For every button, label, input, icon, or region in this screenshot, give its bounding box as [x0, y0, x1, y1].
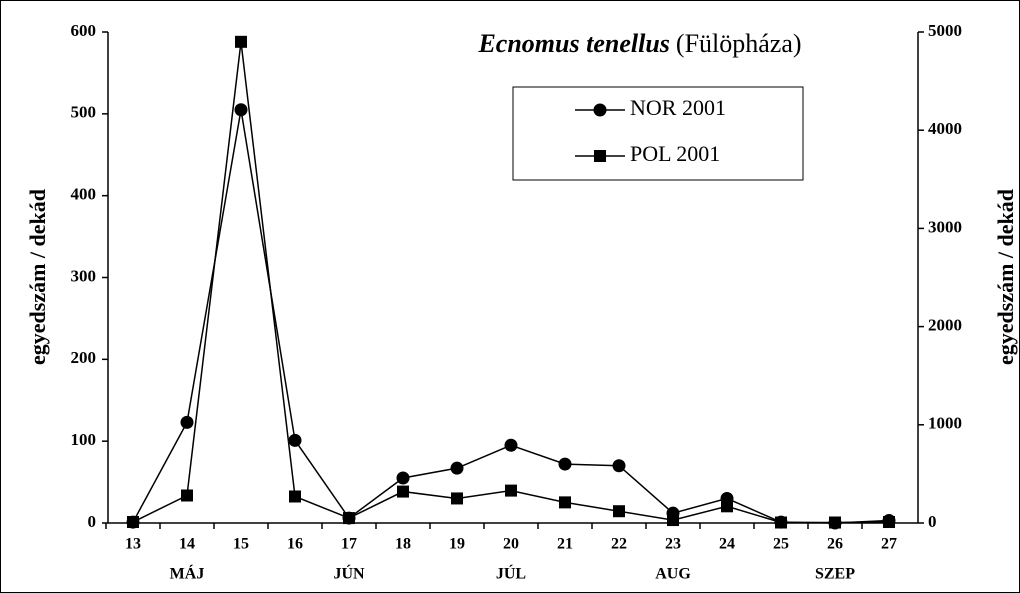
- data-point: [235, 35, 247, 48]
- data-point: [396, 471, 410, 485]
- data-point: [667, 514, 679, 527]
- y-tick-label: 0: [88, 512, 97, 531]
- legend-marker: [594, 150, 606, 162]
- chart-subtitle: (Fülöpháza): [676, 29, 802, 58]
- y2-tick-label: 4000: [928, 119, 962, 138]
- data-point: [127, 516, 139, 529]
- y-tick-label: 400: [71, 185, 97, 204]
- data-point: [343, 512, 355, 525]
- x-tick-label: 20: [503, 536, 519, 553]
- data-point: [612, 459, 626, 473]
- x-tick-label: 18: [395, 536, 411, 553]
- data-point: [829, 516, 841, 529]
- data-point: [397, 485, 409, 498]
- x-tick-label: 15: [233, 536, 249, 553]
- chart-title-group: Ecnomus tenellus (Fülöpháza): [477, 29, 801, 58]
- month-label: SZEP: [815, 566, 855, 583]
- data-point: [883, 516, 895, 529]
- x-tick-label: 22: [611, 536, 627, 553]
- data-point: [181, 489, 193, 502]
- data-point: [558, 457, 572, 471]
- data-point: [234, 103, 248, 117]
- y2-tick-label: 2000: [928, 316, 962, 335]
- x-tick-label: 27: [881, 536, 897, 553]
- y-tick-label: 600: [71, 21, 97, 40]
- data-point: [721, 500, 733, 513]
- legend-label: POL 2001: [630, 141, 720, 166]
- x-tick-label: 23: [665, 536, 681, 553]
- data-point: [180, 415, 194, 429]
- month-label: JÚL: [496, 564, 526, 583]
- month-label: MÁJ: [170, 564, 205, 583]
- data-point: [613, 505, 625, 518]
- data-point: [451, 492, 463, 505]
- data-point: [775, 516, 787, 529]
- legend-box: [512, 86, 804, 181]
- data-point: [559, 496, 571, 509]
- y2-tick-label: 5000: [928, 21, 962, 40]
- y-tick-label: 300: [71, 266, 97, 285]
- month-label: JÚN: [333, 564, 365, 583]
- legend-label: NOR 2001: [630, 95, 726, 120]
- y2-tick-label: 3000: [928, 217, 962, 236]
- x-tick-label: 24: [719, 536, 735, 553]
- y2-axis-label: egyedszám / dekád: [993, 189, 1018, 365]
- x-tick-label: 19: [449, 536, 465, 553]
- x-tick-label: 14: [179, 536, 195, 553]
- data-point: [288, 433, 302, 447]
- y-tick-label: 500: [71, 103, 97, 122]
- y2-tick-label: 0: [928, 512, 937, 531]
- x-tick-label: 13: [125, 536, 141, 553]
- legend-marker: [593, 103, 607, 117]
- x-tick-label: 25: [773, 536, 789, 553]
- x-tick-label: 16: [287, 536, 303, 553]
- data-point: [289, 490, 301, 503]
- y2-tick-label: 1000: [928, 414, 962, 433]
- x-tick-label: 21: [557, 536, 573, 553]
- chart-title: Ecnomus tenellus: [477, 29, 669, 58]
- y-tick-label: 200: [71, 348, 97, 367]
- data-point: [504, 438, 518, 452]
- data-point: [450, 461, 464, 475]
- x-tick-label: 17: [341, 536, 357, 553]
- y-axis-label: egyedszám / dekád: [25, 189, 50, 365]
- x-tick-label: 26: [827, 536, 843, 553]
- month-label: AUG: [655, 566, 691, 583]
- data-point: [505, 484, 517, 497]
- y-tick-label: 100: [71, 430, 97, 449]
